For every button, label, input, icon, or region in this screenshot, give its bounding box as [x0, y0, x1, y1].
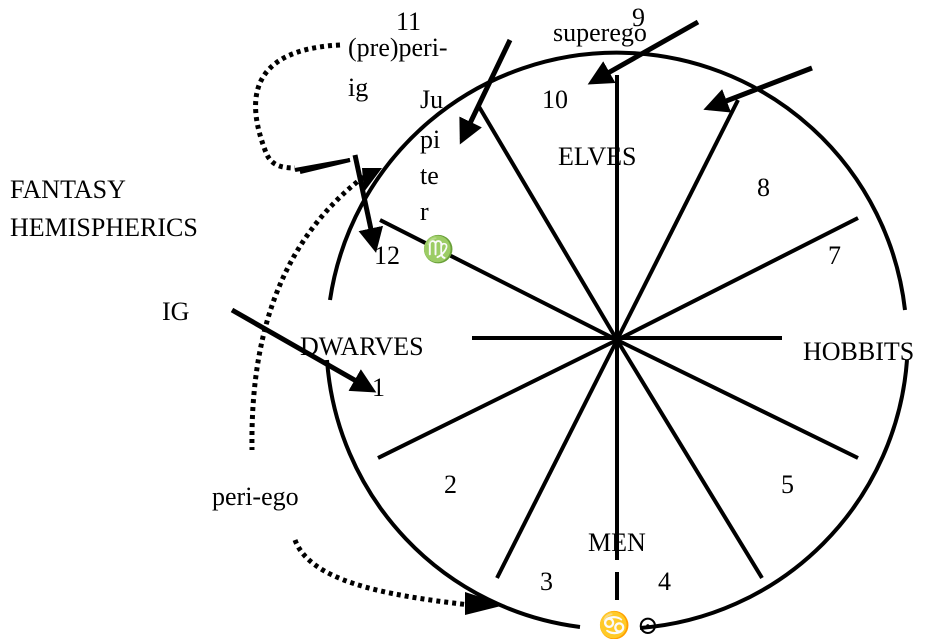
region: DWARVES — [300, 332, 424, 361]
arrow — [459, 38, 513, 145]
arrow — [703, 65, 813, 113]
spoke — [616, 216, 859, 342]
house: 10 — [542, 85, 568, 114]
label: Ju — [420, 85, 443, 114]
house: 11 — [396, 7, 421, 36]
spoke — [476, 103, 619, 342]
title-line: FANTASY — [10, 175, 126, 204]
wheel — [325, 50, 909, 630]
spoke — [615, 99, 740, 341]
spoke — [379, 218, 618, 342]
arrow-small — [294, 158, 351, 174]
region: ELVES — [558, 142, 637, 171]
label: r — [420, 197, 429, 226]
spoke — [495, 339, 619, 579]
house: 7 — [828, 241, 841, 270]
title-line: HEMISPHERICS — [10, 213, 198, 242]
dotted-curve — [249, 169, 372, 451]
arrow — [352, 154, 384, 253]
circle-top — [328, 50, 907, 311]
label: superego — [553, 18, 647, 47]
label: pi — [420, 125, 440, 154]
label: te — [420, 161, 439, 190]
house: 8 — [757, 173, 770, 202]
arrow — [587, 19, 700, 85]
house: 2 — [444, 470, 457, 499]
arrow — [230, 307, 377, 393]
label: ig — [348, 73, 368, 102]
region: MEN — [588, 528, 646, 557]
arrowhead — [465, 592, 505, 615]
label: ♋ ⊙ — [598, 610, 659, 639]
house: 9 — [632, 3, 645, 32]
dotted-curve — [253, 42, 341, 171]
circle-left — [325, 359, 581, 629]
house: 1 — [372, 373, 385, 402]
circle-right — [639, 359, 909, 630]
house: 3 — [540, 567, 553, 596]
arrows — [230, 19, 813, 393]
label: IG — [162, 297, 189, 326]
dotted-curves — [249, 42, 505, 615]
spoke — [616, 338, 859, 460]
house: 5 — [781, 470, 794, 499]
region: HOBBITS — [803, 337, 914, 366]
dotted-curve — [292, 539, 471, 608]
label: (pre)peri- — [348, 33, 448, 62]
spoke — [377, 338, 618, 460]
house: 4 — [658, 567, 671, 596]
labels: FANTASY HEMISPHERICS ELVES DWARVES HOBBI… — [10, 3, 914, 639]
label: ♍ — [422, 234, 454, 264]
house: 12 — [374, 241, 400, 270]
spoke — [615, 338, 764, 580]
label: peri-ego — [212, 482, 299, 511]
